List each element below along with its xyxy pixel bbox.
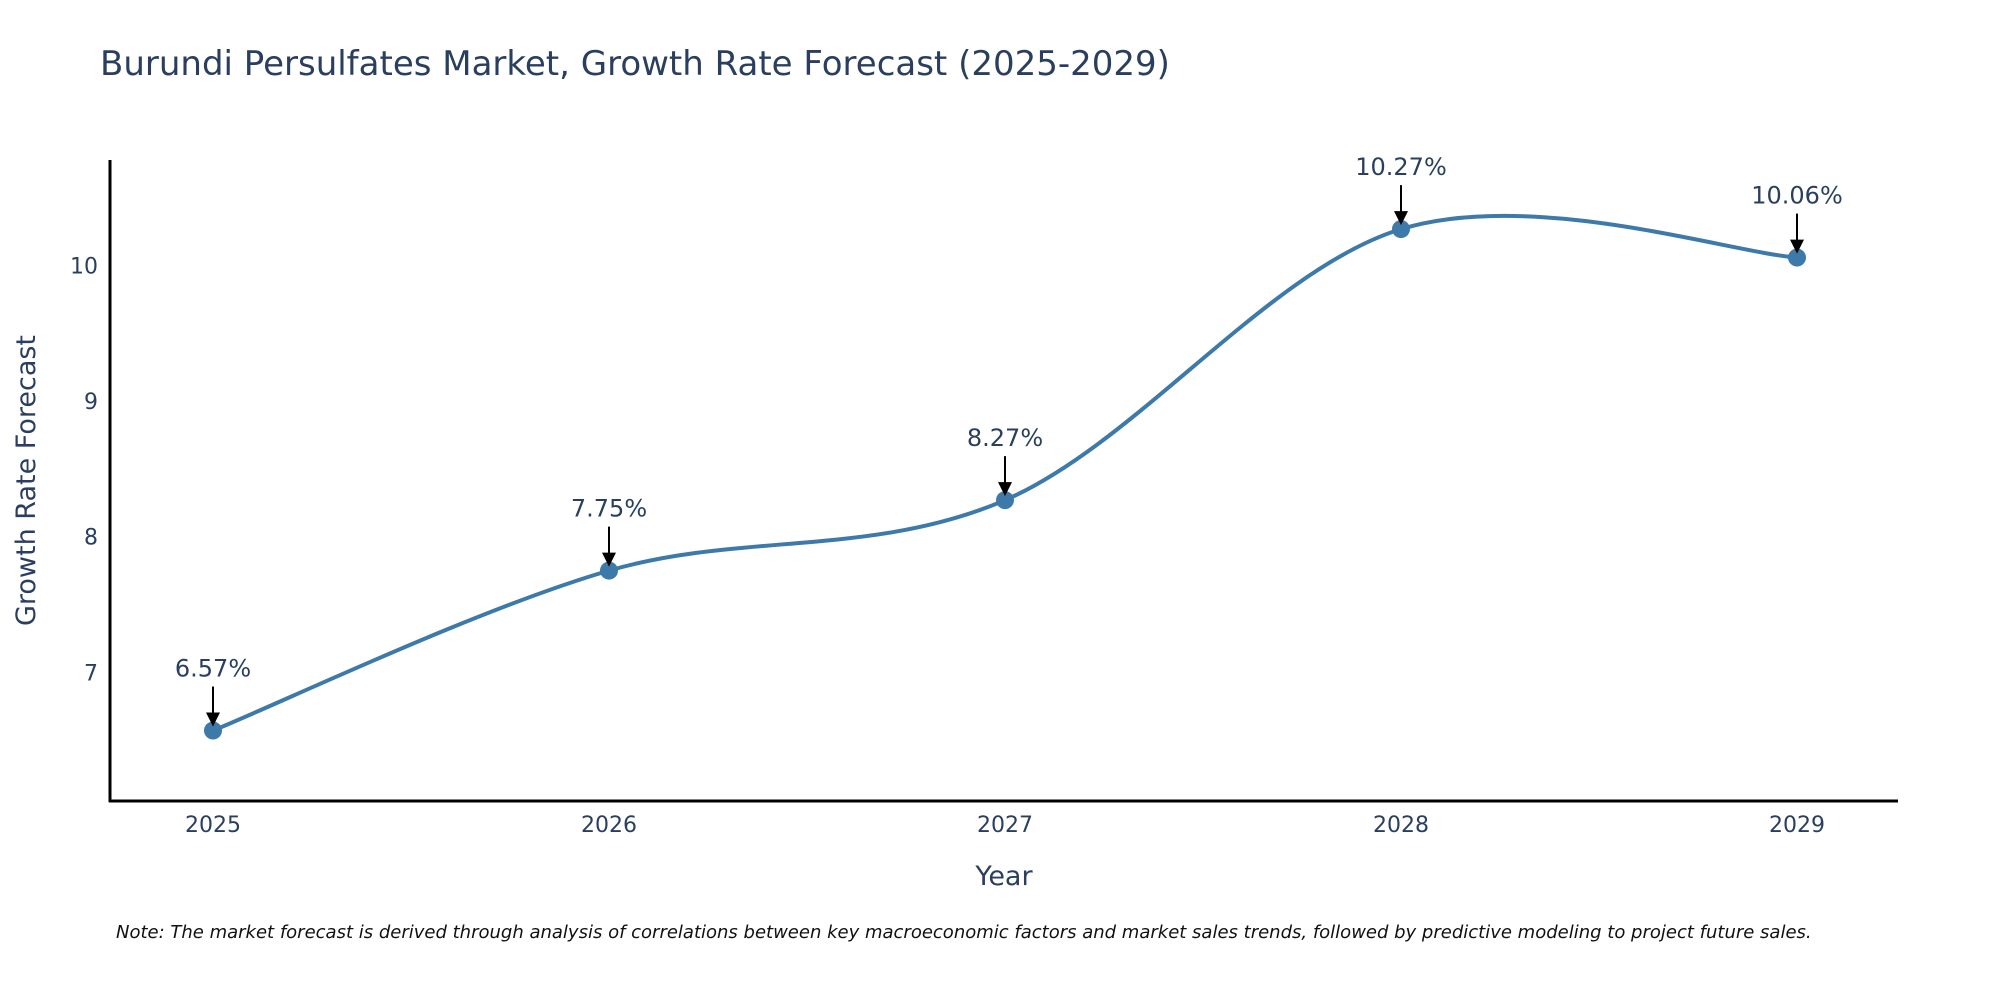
data-label: 8.27% bbox=[967, 424, 1043, 452]
series-layer bbox=[204, 213, 1806, 740]
annotation-arrow-head bbox=[1394, 211, 1408, 226]
y-tick-label: 8 bbox=[84, 526, 98, 551]
x-tick-label: 2028 bbox=[1373, 813, 1429, 838]
y-tick-label: 9 bbox=[84, 390, 98, 415]
y-tick-label: 10 bbox=[70, 255, 98, 280]
data-point bbox=[600, 561, 618, 580]
data-label: 6.57% bbox=[175, 655, 251, 683]
data-point bbox=[996, 491, 1014, 510]
data-point bbox=[1392, 220, 1410, 239]
axes: 7 8 9 10 2025 2026 2027 2028 2029 Year Growth Rate… bbox=[11, 160, 1898, 892]
data-label: 10.06% bbox=[1751, 182, 1843, 210]
x-tick-label: 2026 bbox=[581, 813, 637, 838]
y-axis-title: Growth Rate Forecast bbox=[11, 335, 42, 626]
annotation-arrow-head bbox=[206, 712, 220, 727]
data-label: 10.27% bbox=[1355, 153, 1447, 181]
annotation-arrow-head bbox=[998, 482, 1012, 497]
data-labels: 6.57% 7.75% 8.27% 10.27% 10.06% bbox=[175, 153, 1843, 727]
y-tick-label: 7 bbox=[84, 661, 98, 686]
data-point bbox=[204, 721, 222, 740]
x-tick-label: 2027 bbox=[977, 813, 1033, 838]
chart-title: Burundi Persulfates Market, Growth Rate … bbox=[100, 44, 1170, 84]
x-tick-label: 2025 bbox=[185, 813, 241, 838]
annotation-arrow-head bbox=[602, 552, 616, 567]
chart-note: Note: The market forecast is derived thr… bbox=[116, 922, 1812, 943]
data-label: 7.75% bbox=[571, 495, 647, 523]
annotation-arrow-head bbox=[1790, 239, 1804, 254]
x-tick-label: 2029 bbox=[1769, 813, 1825, 838]
x-axis-title: Year bbox=[974, 861, 1033, 892]
data-point bbox=[1788, 248, 1806, 267]
